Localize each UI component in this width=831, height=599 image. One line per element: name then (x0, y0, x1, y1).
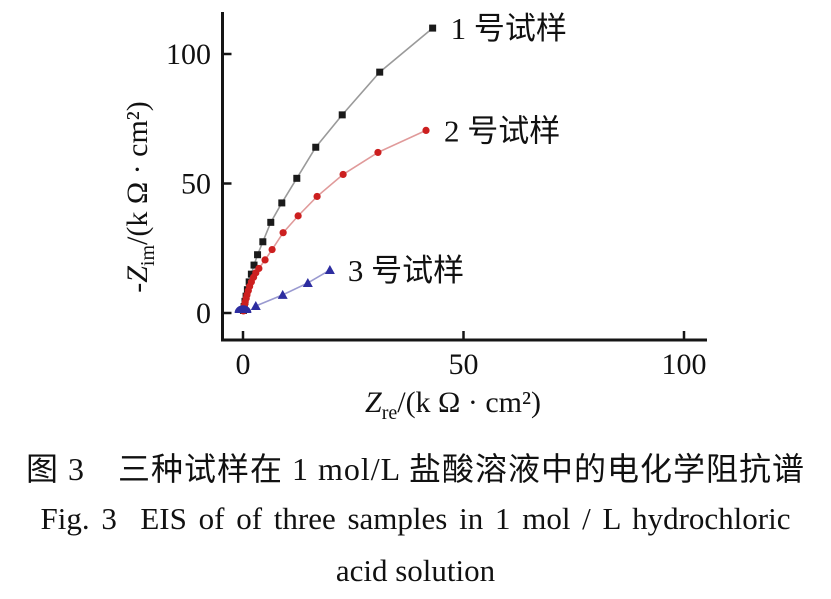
series-3-line (255, 269, 331, 307)
series-1-marker (259, 238, 267, 246)
x-tick-label: 50 (449, 348, 479, 381)
series-2-label: 2 号试样 (444, 113, 560, 148)
caption-english-line1: Fig. 3 EIS of of three samples in 1 mol … (40, 501, 791, 536)
series-1-label: 1 号试样 (451, 11, 567, 46)
series-2-marker (261, 256, 269, 264)
series-2: 2 号试样 (239, 113, 560, 315)
series-2-marker (422, 126, 430, 135)
series-3: 3 号试样 (234, 253, 464, 313)
series-3-origin-arc (234, 305, 252, 313)
series-3-marker (324, 265, 335, 275)
series-1-marker (267, 218, 275, 226)
series-2-marker (339, 170, 347, 179)
y-tick-label: 100 (166, 38, 211, 71)
series-2-marker (294, 212, 302, 220)
series-1-marker (376, 68, 384, 76)
series-1-marker (250, 261, 258, 269)
series-2-marker (313, 192, 321, 201)
series-3-marker (277, 289, 288, 299)
series-2-marker (279, 229, 287, 237)
series-1-marker (338, 111, 346, 119)
eis-chart-svg: 0 50 100 0 50 100 Zre/(k Ω · cm²) -Zim/(k Ω · c… (121, 11, 707, 424)
series-2-marker (255, 264, 263, 273)
series-1-marker (312, 143, 320, 151)
series-3-label: 3 号试样 (348, 253, 464, 288)
series-1: 1 号试样 (239, 11, 567, 314)
caption-english-line2: acid solution (335, 553, 496, 588)
series-1-marker (429, 24, 437, 32)
caption-chinese: 图 3 三种试样在 1 mol/L 盐酸溶液中的电化学阻抗谱 (25, 451, 806, 487)
series-1-marker (278, 199, 286, 207)
series-3-marker (302, 277, 313, 287)
series-3-marker (250, 301, 261, 311)
x-axis-label: Zre/(k Ω · cm²) (365, 386, 541, 424)
y-tick-label: 0 (196, 297, 211, 330)
series-2-marker (374, 148, 382, 157)
series-2-marker (268, 245, 276, 254)
series-1-marker (254, 251, 262, 259)
x-tick-label: 100 (662, 348, 707, 381)
y-tick-label: 50 (181, 168, 211, 201)
eis-chart: 0 50 100 0 50 100 Zre/(k Ω · cm²) -Zim/(k Ω · c… (121, 11, 707, 424)
series-1-marker (247, 270, 255, 278)
y-axis-label: -Zim/(k Ω · cm²) (121, 101, 159, 293)
series-1-marker (293, 174, 301, 182)
x-tick-label: 0 (236, 348, 251, 381)
